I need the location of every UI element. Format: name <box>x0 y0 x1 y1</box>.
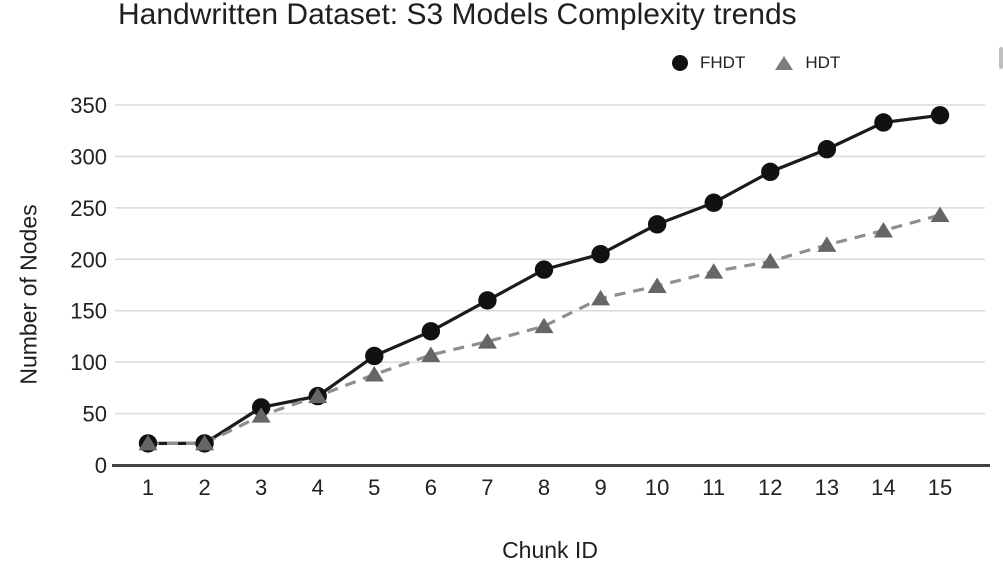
hdt-line <box>148 213 941 445</box>
x-tick-label: 1 <box>142 475 154 500</box>
legend: FHDT HDT <box>672 50 840 76</box>
y-tick-label: 200 <box>70 247 107 272</box>
x-tick-label: 3 <box>255 475 267 500</box>
legend-item-hdt[interactable]: HDT <box>775 53 840 73</box>
fhdt-marker <box>478 291 497 310</box>
x-tick-label: 6 <box>425 475 437 500</box>
x-tick-label: 12 <box>758 475 782 500</box>
fhdt-marker <box>704 193 723 212</box>
fhdt-circle-icon <box>672 55 688 71</box>
hdt-marker <box>591 289 611 306</box>
hdt-marker <box>138 434 158 451</box>
hdt-marker <box>817 236 837 252</box>
fhdt-marker <box>930 106 950 125</box>
y-tick-label: 250 <box>70 196 107 221</box>
x-tick-label: 10 <box>645 475 669 500</box>
x-tick-label: 2 <box>198 475 210 500</box>
x-axis-title: Chunk ID <box>502 537 598 563</box>
fhdt-marker <box>874 113 893 132</box>
hdt-marker <box>534 317 554 334</box>
chart-title: Handwritten Dataset: S3 Models Complexit… <box>118 0 797 31</box>
legend-label-hdt: HDT <box>805 53 841 72</box>
fhdt-marker <box>534 260 554 279</box>
legend-label-fhdt: FHDT <box>700 53 746 72</box>
hdt-marker <box>308 387 328 404</box>
hdt-marker <box>647 277 667 294</box>
fhdt-marker <box>761 162 780 182</box>
x-tick-label: 5 <box>368 475 380 500</box>
x-tick-label: 8 <box>538 475 550 500</box>
x-tick-label: 14 <box>871 475 895 500</box>
hdt-marker <box>195 434 215 451</box>
fhdt-marker <box>817 140 837 159</box>
hdt-marker <box>251 407 271 423</box>
fhdt-marker <box>647 215 667 234</box>
x-tick-label: 9 <box>594 475 606 500</box>
hdt-marker <box>421 346 441 362</box>
y-tick-label: 100 <box>70 350 107 375</box>
hdt-marker <box>704 263 724 279</box>
x-tick-label: 15 <box>928 475 952 500</box>
y-tick-label: 50 <box>83 402 107 427</box>
fhdt-marker <box>365 346 384 366</box>
fhdt-marker <box>421 322 441 341</box>
x-tick-label: 11 <box>702 475 725 500</box>
y-tick-label: 300 <box>70 144 107 169</box>
hdt-marker <box>930 206 950 223</box>
x-tick-label: 13 <box>815 475 839 500</box>
hdt-marker <box>873 221 893 238</box>
hdt-marker <box>364 365 384 382</box>
hdt-marker <box>760 252 780 269</box>
y-tick-label: 0 <box>95 453 107 478</box>
hdt-triangle-icon <box>775 56 794 70</box>
y-tick-label: 150 <box>70 299 107 324</box>
y-tick-label: 350 <box>70 93 107 118</box>
hdt-marker <box>477 333 497 349</box>
x-tick-label: 7 <box>481 475 493 500</box>
legend-item-fhdt[interactable]: FHDT <box>672 53 745 73</box>
fhdt-marker <box>591 244 610 264</box>
scrollbar-thumb[interactable] <box>999 47 1003 69</box>
x-tick-label: 4 <box>312 475 324 500</box>
fhdt-line <box>148 113 941 445</box>
